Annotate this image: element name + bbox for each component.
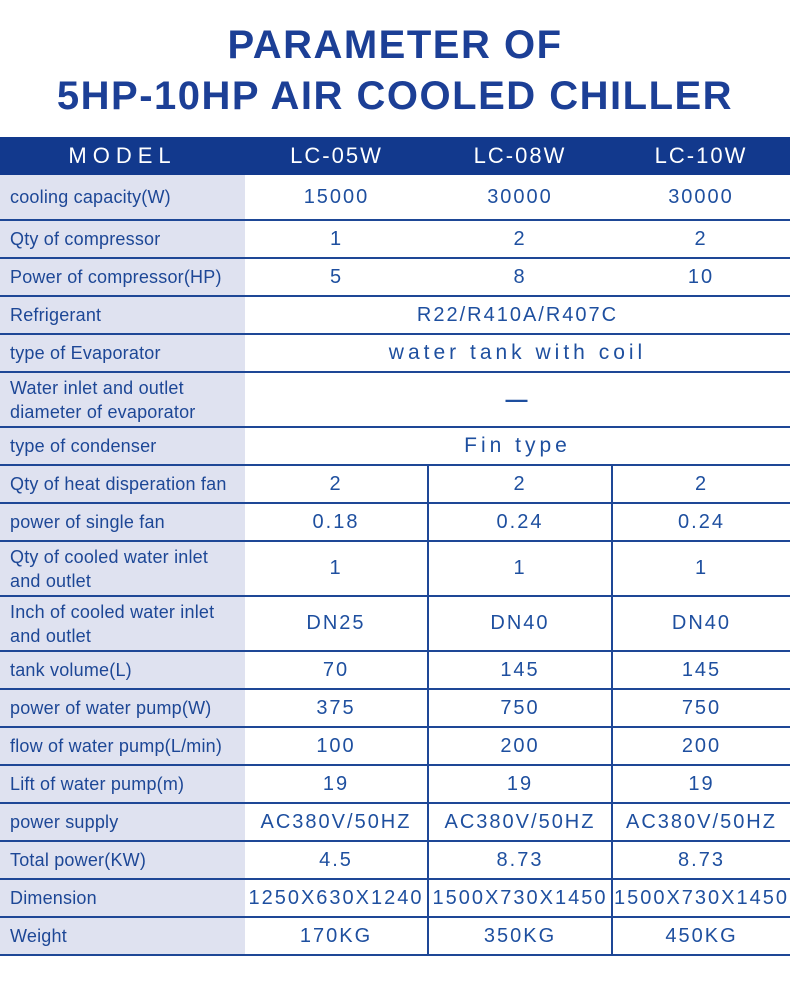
- table-row: Total power(KW) 4.5 8.73 8.73: [0, 841, 790, 881]
- row-label: tank volume(L): [0, 651, 245, 691]
- row-value: 0.18: [245, 503, 428, 543]
- row-value-span: water tank with coil: [245, 334, 790, 374]
- row-value: 350KG: [427, 917, 612, 957]
- row-value: 2: [612, 220, 790, 260]
- row-label: type of Evaporator: [0, 334, 245, 374]
- row-value: 5: [245, 258, 428, 298]
- table-header-row: MODEL LC-05W LC-08W LC-10W: [0, 137, 790, 176]
- row-value: DN40: [427, 596, 612, 653]
- row-value: 0.24: [427, 503, 612, 543]
- row-label: Dimension: [0, 879, 245, 919]
- header-model-label: MODEL: [68, 143, 177, 169]
- row-value: 1: [245, 220, 428, 260]
- row-label: cooling capacity(W): [0, 175, 245, 222]
- row-value: 1: [245, 541, 428, 598]
- row-value-span: R22/R410A/R407C: [245, 296, 790, 336]
- row-value: 1500X730X1450: [611, 879, 790, 919]
- row-value-span: Fin type: [245, 427, 790, 467]
- table-row: power of water pump(W) 375 750 750: [0, 689, 790, 729]
- row-value: 2: [245, 465, 428, 505]
- header-column-lc08w: LC-08W: [473, 143, 567, 169]
- row-value-span: —: [245, 372, 790, 429]
- table-row: Dimension 1250X630X1240 1500X730X1450 1500X…: [0, 879, 790, 919]
- row-value: 170KG: [245, 917, 428, 957]
- row-value: 1: [427, 541, 612, 598]
- row-value: 200: [427, 727, 612, 767]
- table-row: Lift of water pump(m) 19 19 19: [0, 765, 790, 805]
- row-value: AC380V/50HZ: [427, 803, 612, 843]
- row-label: Inch of cooled water inlet and outlet: [0, 596, 245, 653]
- row-value: 375: [245, 689, 428, 729]
- row-value: 145: [427, 651, 612, 691]
- row-value: 100: [245, 727, 428, 767]
- table-body: cooling capacity(W) 15000 30000 30000 Qty of…: [0, 175, 790, 957]
- row-value: 19: [611, 765, 790, 805]
- table-row: Power of compressor(HP) 5 8 10: [0, 258, 790, 298]
- row-value: 19: [245, 765, 428, 805]
- row-value: 1250X630X1240: [245, 879, 428, 919]
- table-row: power of single fan 0.18 0.24 0.24: [0, 503, 790, 543]
- row-value: 19: [427, 765, 612, 805]
- row-label: type of condenser: [0, 427, 245, 467]
- row-value: 8.73: [611, 841, 790, 881]
- row-value: DN40: [611, 596, 790, 653]
- table-row: Qty of cooled water inlet and outlet 1 1 1: [0, 541, 790, 598]
- row-value: 8: [428, 258, 612, 298]
- row-value: 145: [611, 651, 790, 691]
- table-row: Refrigerant R22/R410A/R407C: [0, 296, 790, 336]
- row-value: 30000: [428, 175, 612, 222]
- row-value: 750: [427, 689, 612, 729]
- row-label: Weight: [0, 917, 245, 957]
- row-value: 15000: [245, 175, 428, 222]
- parameter-table: MODEL LC-05W LC-08W LC-10W cooling capac…: [0, 137, 790, 957]
- row-label: Qty of heat disperation fan: [0, 465, 245, 505]
- title-line-2: 5HP-10HP AIR COOLED CHILLER: [56, 74, 734, 119]
- row-label: Qty of cooled water inlet and outlet: [0, 541, 245, 598]
- title-line-1: PARAMETER OF: [227, 23, 563, 67]
- row-value: AC380V/50HZ: [611, 803, 790, 843]
- row-value: 450KG: [611, 917, 790, 957]
- row-value: 1: [611, 541, 790, 598]
- row-label: power supply: [0, 803, 245, 843]
- row-value: 8.73: [427, 841, 612, 881]
- table-row: Qty of heat disperation fan 2 2 2: [0, 465, 790, 505]
- row-value: 750: [611, 689, 790, 729]
- row-label: Qty of compressor: [0, 220, 245, 260]
- table-row: Inch of cooled water inlet and outlet DN25…: [0, 596, 790, 653]
- row-value: 200: [611, 727, 790, 767]
- row-value: 4.5: [245, 841, 428, 881]
- row-value: 10: [612, 258, 790, 298]
- row-value: 2: [427, 465, 612, 505]
- row-label: Lift of water pump(m): [0, 765, 245, 805]
- row-value: 2: [428, 220, 612, 260]
- table-row: flow of water pump(L/min) 100 200 200: [0, 727, 790, 767]
- row-label: flow of water pump(L/min): [0, 727, 245, 767]
- table-row: Weight 170KG 350KG 450KG: [0, 917, 790, 957]
- row-value: 0.24: [611, 503, 790, 543]
- row-value: 1500X730X1450: [427, 879, 612, 919]
- table-row: cooling capacity(W) 15000 30000 30000: [0, 175, 790, 222]
- page-title: PARAMETER OF 5HP-10HP AIR COOLED CHILLER: [0, 20, 790, 122]
- row-label: Total power(KW): [0, 841, 245, 881]
- row-value: 2: [611, 465, 790, 505]
- row-label: Power of compressor(HP): [0, 258, 245, 298]
- table-row: Water inlet and outlet diameter of evapor…: [0, 372, 790, 429]
- row-value: AC380V/50HZ: [245, 803, 428, 843]
- row-value: 70: [245, 651, 428, 691]
- table-row: tank volume(L) 70 145 145: [0, 651, 790, 691]
- header-column-lc10w: LC-10W: [654, 143, 748, 169]
- table-row: Qty of compressor 1 2 2: [0, 220, 790, 260]
- row-label: power of water pump(W): [0, 689, 245, 729]
- table-row: power supply AC380V/50HZ AC380V/50HZ AC380V…: [0, 803, 790, 843]
- table-row: type of Evaporator water tank with coil: [0, 334, 790, 374]
- row-label: Water inlet and outlet diameter of evapor…: [0, 372, 245, 429]
- row-label: Refrigerant: [0, 296, 245, 336]
- row-label: power of single fan: [0, 503, 245, 543]
- row-value: DN25: [245, 596, 428, 653]
- table-row: type of condenser Fin type: [0, 427, 790, 467]
- row-value: 30000: [612, 175, 790, 222]
- header-column-lc05w: LC-05W: [290, 143, 383, 169]
